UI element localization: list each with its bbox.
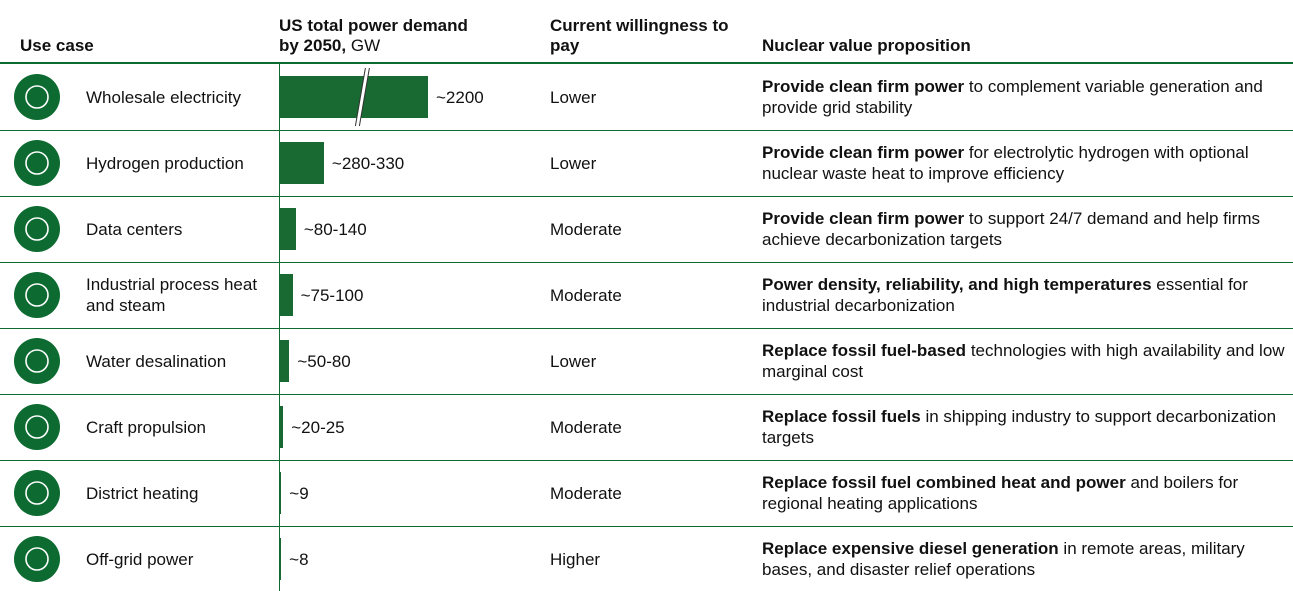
proposition-bold: Provide clean firm power <box>762 77 965 96</box>
proposition: Provide clean firm power to complement v… <box>762 64 1287 130</box>
proposition-rest: for electrolytic hydrogen with optional … <box>762 143 1249 183</box>
use-case-icon <box>14 404 60 450</box>
demand-label: ~2200 <box>436 87 484 107</box>
proposition: Replace fossil fuel combined heat and po… <box>762 460 1287 526</box>
proposition-text: Replace fossil fuels in shipping industr… <box>762 406 1287 448</box>
demand-label: ~9 <box>289 483 309 503</box>
willingness: Higher <box>550 549 601 569</box>
row-separator <box>0 460 1293 461</box>
header-use-case: Use case <box>20 36 94 55</box>
row-separator <box>0 130 1293 131</box>
proposition: Replace fossil fuel-based technologies w… <box>762 328 1287 394</box>
demand-label: ~8 <box>289 549 309 569</box>
demand-label: ~50-80 <box>297 351 351 371</box>
proposition: Provide clean firm power for electrolyti… <box>762 130 1287 196</box>
proposition-bold: Replace fossil fuel combined heat and po… <box>762 473 1126 492</box>
willingness: Moderate <box>550 285 622 305</box>
bar-axis <box>279 64 280 591</box>
demand-bar <box>280 142 324 184</box>
proposition: Replace expensive diesel generation in r… <box>762 526 1287 591</box>
proposition: Power density, reliability, and high tem… <box>762 262 1287 328</box>
proposition-bold: Replace expensive diesel generation <box>762 539 1059 558</box>
use-case: Hydrogen production <box>86 153 244 173</box>
header-demand-bold: by 2050, <box>279 36 347 55</box>
header-demand: US total power demand by 2050, GW <box>279 16 539 56</box>
use-case-icon <box>14 140 60 186</box>
use-case-icon <box>14 536 60 582</box>
proposition-rest: to support 24/7 demand and help firms ac… <box>762 209 1260 249</box>
demand-bar <box>280 67 428 127</box>
demand-bar <box>280 340 290 382</box>
proposition-rest: in shipping industry to support decarbon… <box>762 407 1277 447</box>
row-separator <box>0 262 1293 263</box>
proposition-bold: Power density, reliability, and high tem… <box>762 275 1152 294</box>
row-separator <box>0 394 1293 395</box>
row-separator <box>0 526 1293 527</box>
use-case-icon <box>14 74 60 120</box>
use-case-icon <box>14 272 60 318</box>
use-case: Craft propulsion <box>86 417 207 437</box>
demand-bar <box>280 472 282 514</box>
use-case: Wholesale electricity <box>86 87 241 107</box>
proposition-bold: Provide clean firm power <box>762 209 965 228</box>
proposition-text: Provide clean firm power to complement v… <box>762 76 1287 118</box>
demand-bar <box>280 208 296 250</box>
willingness: Moderate <box>550 417 622 437</box>
proposition-text: Replace fossil fuel-based technologies w… <box>762 340 1287 382</box>
header-proposition: Nuclear value proposition <box>762 36 971 55</box>
row-separator <box>0 196 1293 197</box>
willingness: Moderate <box>550 219 622 239</box>
header-demand-unit: GW <box>350 36 381 55</box>
demand-label: ~80-140 <box>303 219 367 239</box>
proposition: Replace fossil fuels in shipping industr… <box>762 394 1287 460</box>
use-case: Water desalination <box>86 351 227 371</box>
use-case: Off-grid power <box>86 549 194 569</box>
proposition-rest: to complement variable generation and pr… <box>762 77 1263 117</box>
demand-label: ~75-100 <box>300 285 364 305</box>
proposition-bold: Replace fossil fuel-based <box>762 341 967 360</box>
proposition-text: Replace expensive diesel generation in r… <box>762 538 1287 580</box>
use-case-icon <box>14 470 60 516</box>
willingness: Lower <box>550 153 597 173</box>
proposition-rest: and boilers for regional heating applica… <box>762 473 1239 513</box>
proposition-rest: essential for industrial decarbonization <box>762 275 1248 315</box>
header-demand-line1: US total power demand <box>279 16 468 35</box>
proposition-rest: technologies with high availability and … <box>762 341 1285 381</box>
use-case: Industrial process heat and steam <box>86 275 258 315</box>
row-separator <box>0 328 1293 329</box>
proposition-text: Provide clean firm power to support 24/7… <box>762 208 1287 250</box>
demand-bar <box>280 406 284 448</box>
use-case: District heating <box>86 483 199 503</box>
willingness: Lower <box>550 87 597 107</box>
demand-label: ~280-330 <box>331 153 405 173</box>
header-rule <box>0 62 1293 64</box>
use-case: Data centers <box>86 219 183 239</box>
proposition-bold: Provide clean firm power <box>762 143 965 162</box>
demand-bar <box>280 274 293 316</box>
proposition-rest: in remote areas, military bases, and dis… <box>762 539 1245 579</box>
use-case-icon <box>14 206 60 252</box>
demand-bar <box>280 538 282 580</box>
proposition-text: Replace fossil fuel combined heat and po… <box>762 472 1287 514</box>
proposition-bold: Replace fossil fuels <box>762 407 921 426</box>
willingness: Moderate <box>550 483 622 503</box>
use-case-icon <box>14 338 60 384</box>
header-willingness: Current willingness to pay <box>550 16 729 55</box>
proposition-text: Power density, reliability, and high tem… <box>762 274 1287 316</box>
demand-label: ~20-25 <box>291 417 345 437</box>
proposition: Provide clean firm power to support 24/7… <box>762 196 1287 262</box>
proposition-text: Provide clean firm power for electrolyti… <box>762 142 1287 184</box>
willingness: Lower <box>550 351 597 371</box>
